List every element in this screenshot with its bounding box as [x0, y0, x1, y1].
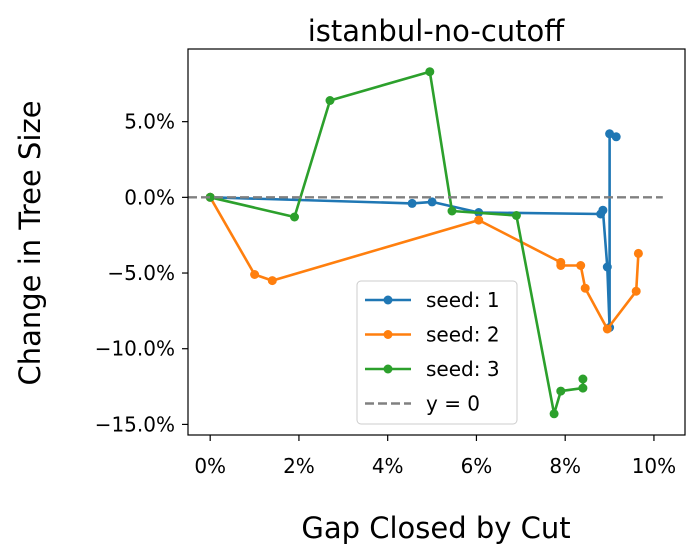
data-point [425, 67, 435, 77]
data-point [576, 261, 586, 270]
y-tick-label: 5.0% [124, 110, 175, 134]
chart-title: istanbul-no-cutoff [308, 14, 566, 48]
x-axis-title: Gap Closed by Cut [301, 511, 570, 545]
data-point [633, 248, 643, 258]
y-tick-label: −15.0% [95, 412, 175, 436]
legend: seed: 1 seed: 2 seed: 3 y = 0 [356, 280, 518, 425]
plot-frame [187, 48, 686, 436]
data-point [611, 132, 621, 142]
legend-item: y = 0 [365, 392, 480, 416]
y-tick-label: 0.0% [124, 185, 175, 209]
legend-box [356, 280, 518, 425]
legend-label: seed: 2 [426, 323, 500, 347]
data-point [631, 286, 641, 296]
x-tick-label: 4% [372, 454, 404, 478]
data-point [250, 270, 260, 279]
legend-item: seed: 2 [365, 323, 500, 347]
x-tick-label: 2% [283, 454, 315, 478]
legend-label: seed: 3 [426, 357, 500, 381]
data-point [447, 206, 457, 216]
data-point [556, 261, 566, 270]
legend-item: seed: 1 [365, 288, 500, 312]
plot-area: 0% 2% 4% 6% 8% 10% −15.0% −10.0% −5.0% 0.0% 5.0% [95, 48, 686, 478]
y-axis-title: Change in Tree Size [13, 100, 47, 385]
data-point [549, 409, 559, 419]
x-tick-label: 6% [461, 454, 493, 478]
data-point [325, 96, 335, 105]
legend-swatch-marker [383, 364, 393, 374]
data-point [407, 198, 417, 208]
data-point [205, 192, 215, 202]
series-2 [205, 192, 643, 334]
y-tick-label: −10.0% [95, 337, 175, 361]
series-3 [205, 67, 588, 419]
data-point [511, 211, 521, 220]
data-point [602, 262, 612, 272]
data-point [556, 386, 566, 396]
data-point [578, 383, 588, 393]
data-point [598, 205, 608, 215]
data-point [578, 374, 588, 384]
data-point [602, 324, 612, 334]
data-point [474, 215, 484, 225]
x-tick-label: 10% [632, 454, 676, 478]
data-point [290, 212, 299, 222]
legend-swatch-marker [383, 330, 393, 339]
data-point [580, 283, 590, 293]
legend-label: y = 0 [426, 392, 480, 416]
legend-item: seed: 3 [365, 357, 500, 381]
data-point [267, 276, 277, 286]
y-tick-label: −5.0% [107, 261, 175, 285]
legend-label: seed: 1 [426, 288, 500, 312]
legend-swatch-marker [383, 295, 393, 305]
x-tick-label: 8% [549, 454, 581, 478]
data-point [427, 197, 437, 207]
series-line [209, 70, 585, 416]
x-tick-label: 0% [194, 454, 226, 478]
